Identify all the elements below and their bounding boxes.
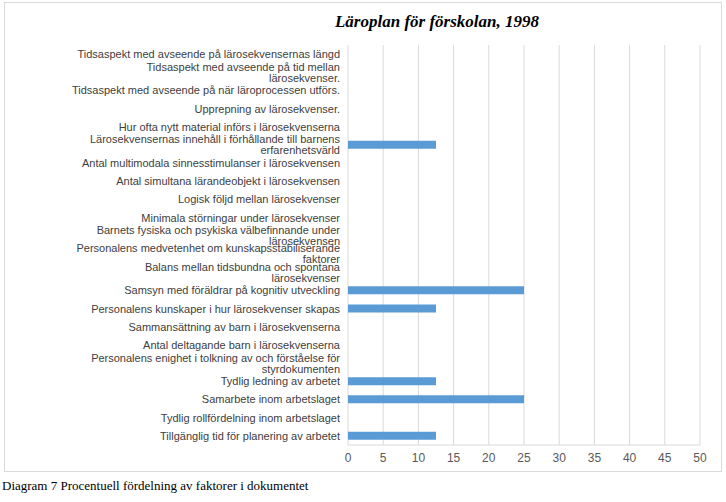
svg-text:Antal simultana lärandeobjekt: Antal simultana lärandeobjekt i lärosekv… xyxy=(116,175,340,187)
svg-text:Samsyn med föräldrar på kognit: Samsyn med föräldrar på kognitiv utveckl… xyxy=(124,284,340,296)
svg-text:Upprepning av lärosekvenser.: Upprepning av lärosekvenser. xyxy=(194,103,340,115)
svg-text:25: 25 xyxy=(517,451,531,465)
svg-text:Tydlig rollfördelning inom arb: Tydlig rollfördelning inom arbetslaget xyxy=(161,412,340,424)
svg-text:0: 0 xyxy=(345,451,352,465)
svg-text:Tidsaspekt med avseende på lär: Tidsaspekt med avseende på lärosekvenser… xyxy=(77,48,340,60)
svg-text:45: 45 xyxy=(658,451,672,465)
svg-text:15: 15 xyxy=(447,451,461,465)
svg-text:Minimala störningar under läro: Minimala störningar under lärosekvenser xyxy=(141,212,340,224)
svg-text:Logisk följd mellan lärosekven: Logisk följd mellan lärosekvenser xyxy=(178,193,340,205)
svg-text:40: 40 xyxy=(623,451,637,465)
svg-text:Tidsaspekt med avseende på tid: Tidsaspekt med avseende på tid mellanlär… xyxy=(147,61,340,84)
svg-text:Sammansättning av barn i läros: Sammansättning av barn i lärosekvenserna xyxy=(128,321,340,333)
svg-text:30: 30 xyxy=(553,451,567,465)
svg-text:Personalens enighet i tolkning: Personalens enighet i tolkning av och fö… xyxy=(91,352,340,375)
svg-text:35: 35 xyxy=(588,451,602,465)
svg-text:Samarbete inom arbetslaget: Samarbete inom arbetslaget xyxy=(202,393,340,405)
svg-text:Antal deltagande barn i lärose: Antal deltagande barn i lärosekvenserna xyxy=(143,339,341,351)
svg-text:Balans mellan tidsbundna och s: Balans mellan tidsbundna och spontanalär… xyxy=(145,261,341,284)
svg-text:Antal multimodala sinnesstimul: Antal multimodala sinnesstimulanser i lä… xyxy=(82,157,340,169)
svg-text:Hur ofta nytt material införs: Hur ofta nytt material införs i lärosekv… xyxy=(119,121,341,133)
svg-text:20: 20 xyxy=(482,451,496,465)
svg-text:5: 5 xyxy=(380,451,387,465)
svg-text:Tidsaspekt med avseende på när: Tidsaspekt med avseende på när läroproce… xyxy=(72,84,340,96)
svg-text:50: 50 xyxy=(693,451,707,465)
svg-text:Tydlig ledning av arbetet: Tydlig ledning av arbetet xyxy=(221,375,340,387)
svg-text:Tillgänglig tid för planering: Tillgänglig tid för planering av arbetet xyxy=(160,430,340,442)
svg-text:Personalens kunskaper i hur lä: Personalens kunskaper i hur lärosekvense… xyxy=(91,303,340,315)
svg-text:10: 10 xyxy=(412,451,426,465)
svg-text:Lärosekvensernas innehåll i fö: Lärosekvensernas innehåll i förhållande … xyxy=(90,133,341,156)
